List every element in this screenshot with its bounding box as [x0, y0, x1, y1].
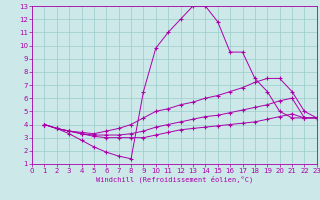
X-axis label: Windchill (Refroidissement éolien,°C): Windchill (Refroidissement éolien,°C) [96, 176, 253, 183]
